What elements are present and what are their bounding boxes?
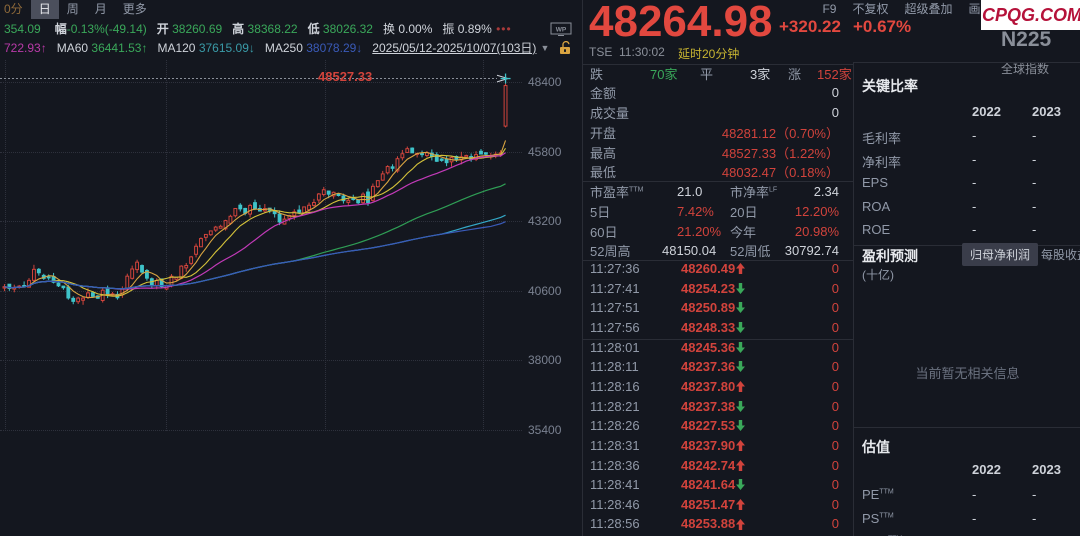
svg-text:WP: WP — [556, 27, 567, 34]
